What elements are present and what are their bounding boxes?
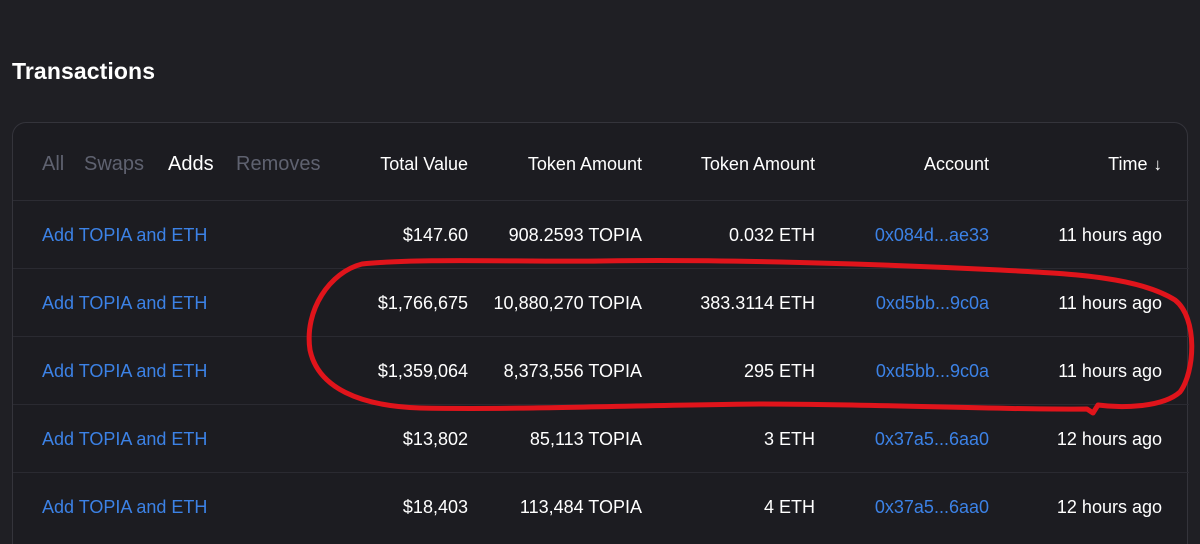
token-amount-topia: 85,113 TOPIA — [529, 429, 642, 449]
token-amount-eth: 3 ETH — [763, 429, 815, 449]
time-ago: 11 hours ago — [1058, 361, 1162, 381]
arrow-down-icon: ↓ — [1153, 155, 1163, 174]
token-amount-topia: 908.2593 TOPIA — [508, 225, 642, 245]
table-header: All Swaps Adds Removes Total Value Token… — [13, 123, 1189, 201]
token-amount-eth: 4 ETH — [763, 497, 815, 517]
token-amount-topia: 8,373,556 TOPIA — [503, 361, 642, 381]
table-row: Add TOPIA and ETH $147.60 908.2593 TOPIA 0.… — [13, 201, 1189, 269]
action-link[interactable]: Add TOPIA and ETH — [42, 293, 208, 313]
page-title: Transactions — [12, 58, 156, 84]
filter-all[interactable]: All — [42, 153, 65, 175]
action-link[interactable]: Add TOPIA and ETH — [42, 429, 208, 449]
time-ago: 12 hours ago — [1056, 497, 1162, 517]
account-link[interactable]: 0x084d...ae33 — [874, 225, 989, 245]
table-row: Add TOPIA and ETH $18,403 113,484 TOPIA 4 E… — [13, 473, 1189, 541]
column-token-amount-2: Token Amount — [700, 154, 815, 174]
table-row: Add TOPIA and ETH $1,359,064 8,373,556 TOP… — [13, 337, 1189, 405]
account-link[interactable]: 0x37a5...6aa0 — [874, 497, 989, 517]
total-value: $1,766,675 — [377, 293, 468, 313]
column-time-label: Time — [1108, 154, 1148, 174]
account-link[interactable]: 0xd5bb...9c0a — [875, 361, 989, 381]
filter-adds[interactable]: Adds — [168, 153, 214, 175]
column-account: Account — [923, 154, 989, 174]
column-time-sort[interactable]: Time ↓ — [1108, 154, 1162, 175]
token-amount-eth: 0.032 ETH — [728, 225, 815, 245]
token-amount-eth: 295 ETH — [743, 361, 815, 381]
account-link[interactable]: 0xd5bb...9c0a — [875, 293, 989, 313]
time-ago: 11 hours ago — [1058, 293, 1162, 313]
transactions-table: All Swaps Adds Removes Total Value Token… — [12, 122, 1189, 544]
table-row: Add TOPIA and ETH $1,766,675 10,880,270 TO… — [13, 269, 1189, 337]
total-value: $18,403 — [402, 497, 468, 517]
column-token-amount-1: Token Amount — [527, 154, 642, 174]
time-ago: 11 hours ago — [1058, 225, 1162, 245]
filter-swaps[interactable]: Swaps — [84, 153, 145, 175]
token-amount-topia: 113,484 TOPIA — [519, 497, 642, 517]
column-total-value: Total Value — [380, 154, 468, 174]
token-amount-topia: 10,880,270 TOPIA — [493, 293, 642, 313]
action-link[interactable]: Add TOPIA and ETH — [42, 225, 208, 245]
total-value: $1,359,064 — [377, 361, 468, 381]
token-amount-eth: 383.3114 ETH — [700, 293, 815, 313]
filter-removes[interactable]: Removes — [236, 153, 321, 175]
action-link[interactable]: Add TOPIA and ETH — [42, 497, 208, 517]
total-value: $147.60 — [402, 225, 468, 245]
total-value: $13,802 — [402, 429, 468, 449]
account-link[interactable]: 0x37a5...6aa0 — [874, 429, 989, 449]
time-ago: 12 hours ago — [1056, 429, 1162, 449]
table-row: Add TOPIA and ETH $13,802 85,113 TOPIA 3 ET… — [13, 405, 1189, 473]
action-link[interactable]: Add TOPIA and ETH — [42, 361, 208, 381]
